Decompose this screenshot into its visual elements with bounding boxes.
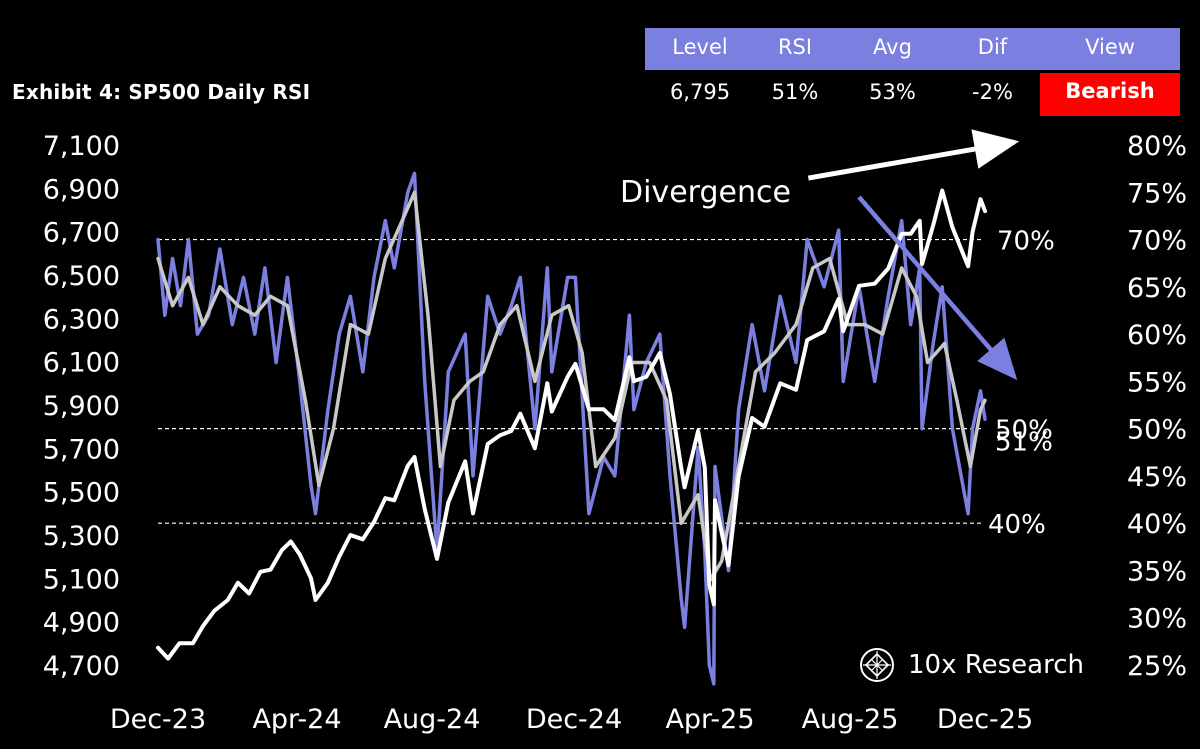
- x-tick-label: Aug-25: [802, 704, 899, 735]
- right-tick-label: 75%: [1127, 178, 1187, 209]
- right-tick-label: 45%: [1127, 462, 1187, 493]
- right-tick-label: 70%: [1127, 226, 1187, 257]
- left-tick-label: 6,900: [43, 174, 120, 205]
- x-tick-label: Dec-23: [110, 704, 206, 735]
- stats-table-values: 6,795 51% 53% -2%: [645, 72, 1180, 116]
- value-level: 6,795: [669, 80, 731, 104]
- ref-label-70: 70%: [997, 227, 1055, 257]
- header-view: View: [1085, 35, 1135, 59]
- right-tick-label: 60%: [1127, 320, 1187, 351]
- right-tick-label: 65%: [1127, 273, 1187, 304]
- header-rsi: RSI: [777, 35, 813, 59]
- left-tick-label: 4,900: [43, 608, 120, 639]
- left-tick-label: 5,700: [43, 434, 120, 465]
- x-tick-label: Dec-24: [526, 704, 622, 735]
- arrow-down: [857, 195, 1018, 381]
- right-tick-label: 55%: [1127, 367, 1187, 398]
- series-layer: [156, 171, 987, 686]
- right-tick-label: 80%: [1127, 131, 1187, 162]
- arrow-up: [807, 129, 1020, 181]
- reference-lines: [158, 238, 982, 524]
- arrow-layer: [807, 129, 1020, 381]
- left-tick-label: 6,300: [43, 304, 120, 335]
- left-tick-label: 6,100: [43, 348, 120, 379]
- left-tick-label: 5,500: [43, 478, 120, 509]
- right-tick-label: 30%: [1127, 604, 1187, 635]
- header-dif: Dif: [977, 35, 1008, 59]
- x-tick-label: Dec-25: [937, 704, 1033, 735]
- divergence-annotation: Divergence: [620, 175, 791, 210]
- value-dif: -2%: [972, 80, 1013, 104]
- left-axis: 7,100 6,900 6,700 6,500 6,300 6,100 5,900 5,700…: [43, 131, 120, 682]
- right-tick-label: 40%: [1127, 509, 1187, 540]
- header-avg: Avg: [873, 35, 912, 59]
- rsi-avg-line: [156, 190, 987, 582]
- ref-label-40: 40%: [988, 510, 1046, 540]
- ref-label-50: 50%: [995, 416, 1053, 446]
- x-tick-label: Apr-24: [252, 704, 341, 735]
- left-tick-label: 6,500: [43, 261, 120, 292]
- left-tick-label: 5,900: [43, 391, 120, 422]
- view-bearish-badge: Bearish: [1040, 73, 1180, 116]
- reference-labels: 70% 50% 40% 51%: [988, 227, 1055, 541]
- x-axis: Dec-23 Apr-24 Aug-24 Dec-24 Apr-25 Aug-25 Dec-…: [110, 704, 1033, 735]
- brand-mark-icon: [860, 648, 894, 682]
- left-tick-label: 6,700: [43, 218, 120, 249]
- header-level: Level: [672, 35, 728, 59]
- right-axis: 80% 75% 70% 65% 60% 55% 50% 45% 40% 35% 30% 25%: [1127, 131, 1187, 682]
- exhibit-title: Exhibit 4: SP500 Daily RSI: [12, 80, 311, 104]
- brand-logo: 10x Research: [858, 645, 1084, 685]
- stats-table-header: Level RSI Avg Dif View: [645, 28, 1180, 70]
- x-tick-label: Aug-24: [384, 704, 481, 735]
- value-avg: 53%: [869, 80, 916, 104]
- right-tick-label: 50%: [1127, 415, 1187, 446]
- right-tick-label: 25%: [1127, 651, 1187, 682]
- brand-name: 10x Research: [908, 650, 1084, 680]
- last-rsi-label: 51%: [995, 428, 1053, 458]
- left-tick-label: 5,100: [43, 564, 120, 595]
- left-tick-label: 7,100: [43, 131, 120, 162]
- left-tick-label: 5,300: [43, 521, 120, 552]
- x-tick-label: Apr-25: [665, 704, 754, 735]
- price-line: [156, 188, 987, 661]
- value-rsi: 51%: [771, 80, 819, 104]
- right-tick-label: 35%: [1127, 556, 1187, 587]
- value-view: Bearish: [1065, 79, 1155, 103]
- left-tick-label: 4,700: [43, 651, 120, 682]
